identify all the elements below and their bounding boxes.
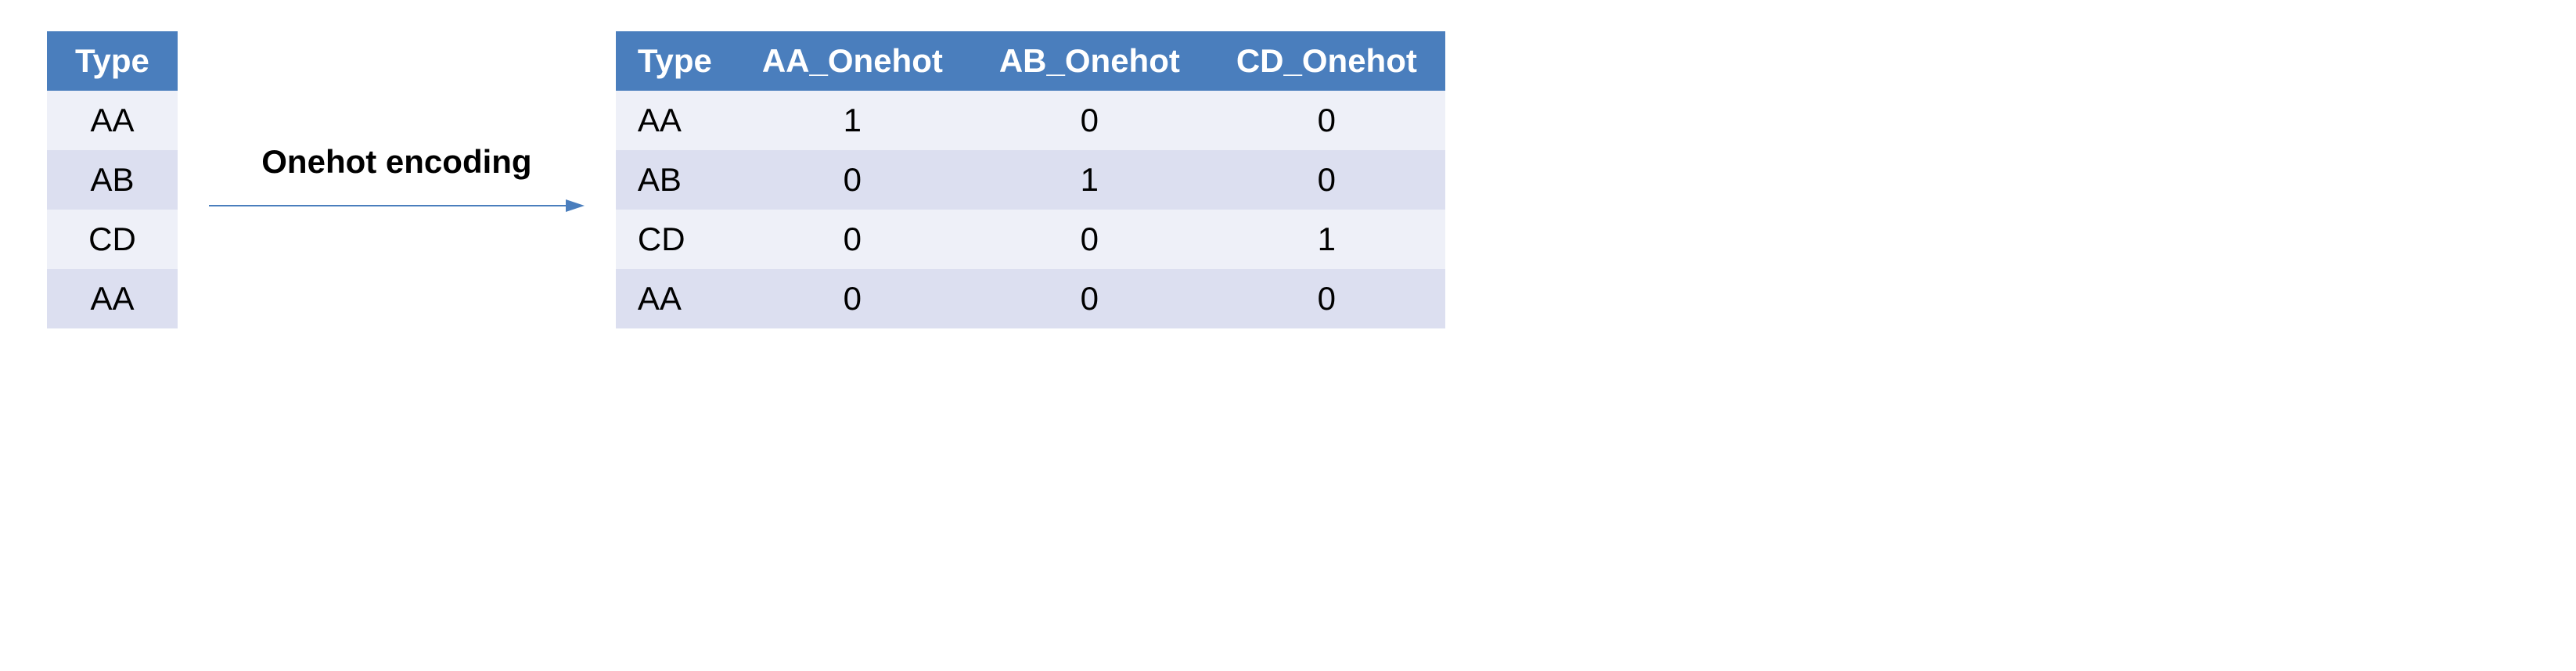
cell: 1	[734, 91, 971, 150]
cell: 1	[1208, 210, 1445, 269]
cell: 0	[971, 269, 1208, 328]
table-row: AA 1 0 0	[616, 91, 1445, 150]
cell: 0	[734, 269, 971, 328]
cell: 0	[1208, 150, 1445, 210]
cell: AA	[616, 269, 734, 328]
col-header-type: Type	[616, 31, 734, 91]
cell: AA	[616, 91, 734, 150]
table-row: AB 0 1 0	[616, 150, 1445, 210]
table-row: AA	[47, 91, 178, 150]
col-header-aa-onehot: AA_Onehot	[734, 31, 971, 91]
cell: 0	[971, 91, 1208, 150]
cell: AB	[47, 150, 178, 210]
cell: CD	[47, 210, 178, 269]
cell: 0	[971, 210, 1208, 269]
cell: AB	[616, 150, 734, 210]
cell: AA	[47, 269, 178, 328]
table-row: AB	[47, 150, 178, 210]
output-table: Type AA_Onehot AB_Onehot CD_Onehot AA 1 …	[616, 31, 1445, 328]
cell: CD	[616, 210, 734, 269]
cell: 0	[734, 150, 971, 210]
cell: 1	[971, 150, 1208, 210]
arrow-section: Onehot encoding	[209, 143, 585, 217]
input-table: Type AA AB CD AA	[47, 31, 178, 328]
col-header-type: Type	[47, 31, 178, 91]
table-row: AA	[47, 269, 178, 328]
col-header-cd-onehot: CD_Onehot	[1208, 31, 1445, 91]
cell: 0	[734, 210, 971, 269]
arrow-icon	[209, 195, 585, 217]
arrow-label: Onehot encoding	[261, 143, 531, 181]
col-header-ab-onehot: AB_Onehot	[971, 31, 1208, 91]
cell: 0	[1208, 269, 1445, 328]
cell: AA	[47, 91, 178, 150]
table-row: CD 0 0 1	[616, 210, 1445, 269]
table-row: CD	[47, 210, 178, 269]
cell: 0	[1208, 91, 1445, 150]
table-row: AA 0 0 0	[616, 269, 1445, 328]
